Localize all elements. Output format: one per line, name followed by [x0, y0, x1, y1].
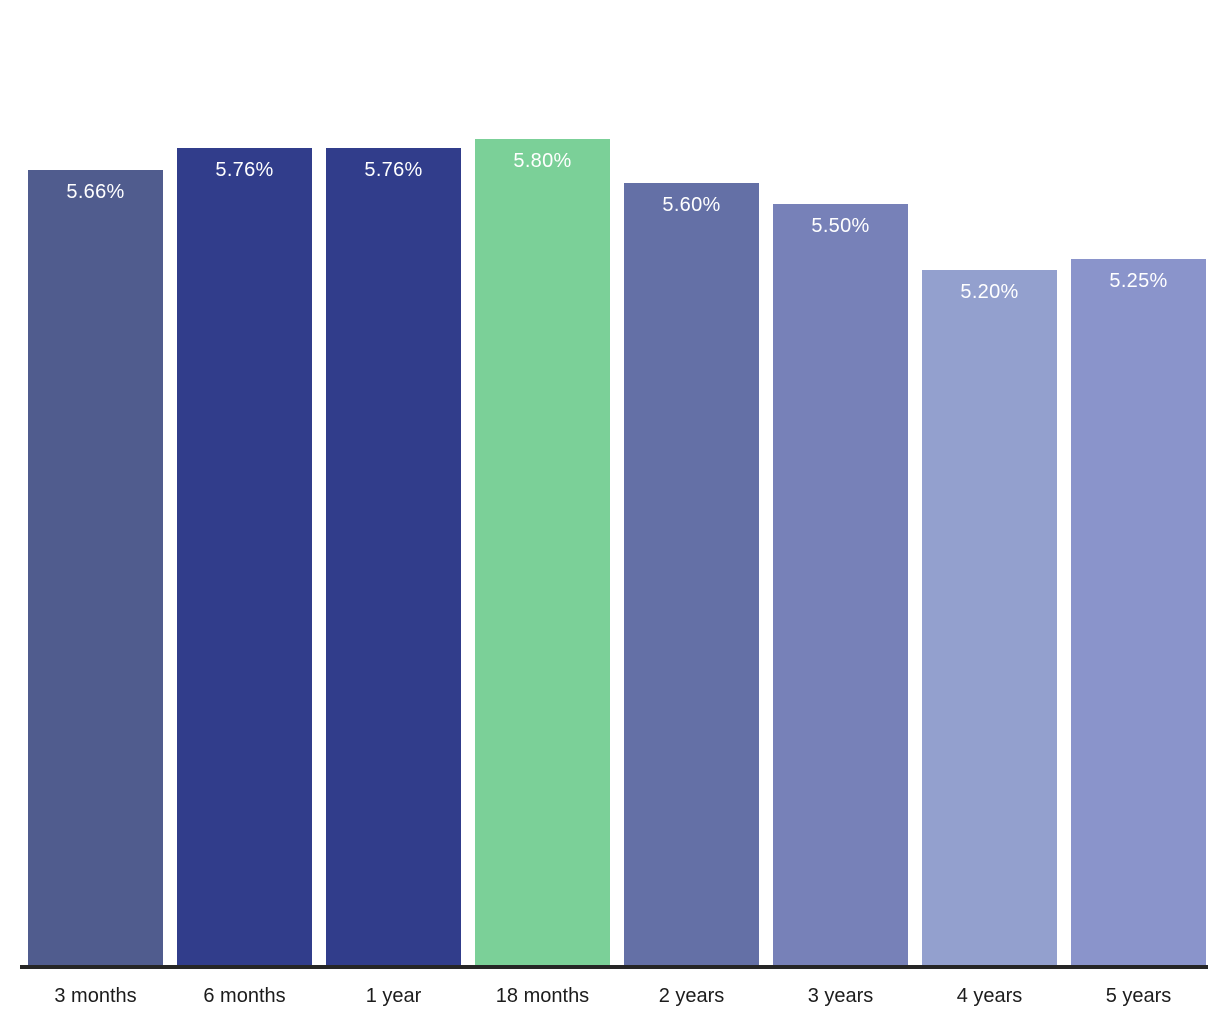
x-axis-tick-label: 2 years — [658, 985, 725, 1007]
bar-18-months: 5.80% — [475, 139, 610, 965]
bar-5-years: 5.25% — [1071, 258, 1206, 965]
x-axis-tick-labels: 3 months 6 months 1 year 18 months 2 years 3 … — [28, 984, 1206, 1008]
bar-value-label: 5.60% — [662, 193, 721, 216]
bar-value-label: 5.20% — [960, 280, 1019, 303]
bar-4-years: 5.20% — [922, 269, 1057, 965]
x-axis-tick-label: 6 months — [203, 985, 286, 1007]
bar-value-label: 5.76% — [215, 158, 274, 181]
x-axis-tick-label: 1 year — [365, 985, 422, 1007]
bar-1-year: 5.76% — [326, 147, 461, 965]
bar-3-months: 5.66% — [28, 169, 163, 965]
x-axis-tick-label: 18 months — [495, 985, 590, 1007]
plot-area: 5.66% 5.76% 5.76% 5.80% 5.60% 5.50% 5.20% 5.25% — [28, 0, 1206, 965]
bar-value-label: 5.50% — [811, 215, 870, 238]
bar-2-years: 5.60% — [624, 182, 759, 965]
x-axis-tick-label: 5 years — [1105, 985, 1172, 1007]
x-axis-tick-label: 4 years — [956, 985, 1023, 1007]
bar-value-label: 5.76% — [364, 158, 423, 181]
bar-value-label: 5.25% — [1109, 269, 1168, 292]
bar-value-label: 5.66% — [66, 180, 125, 203]
bar-6-months: 5.76% — [177, 147, 312, 965]
x-axis-tick-label: 3 years — [807, 985, 874, 1007]
x-axis-tick-label: 3 months — [54, 985, 137, 1007]
bar-value-label: 5.80% — [513, 150, 572, 173]
x-axis-line — [20, 965, 1208, 969]
bar-3-years: 5.50% — [773, 204, 908, 965]
